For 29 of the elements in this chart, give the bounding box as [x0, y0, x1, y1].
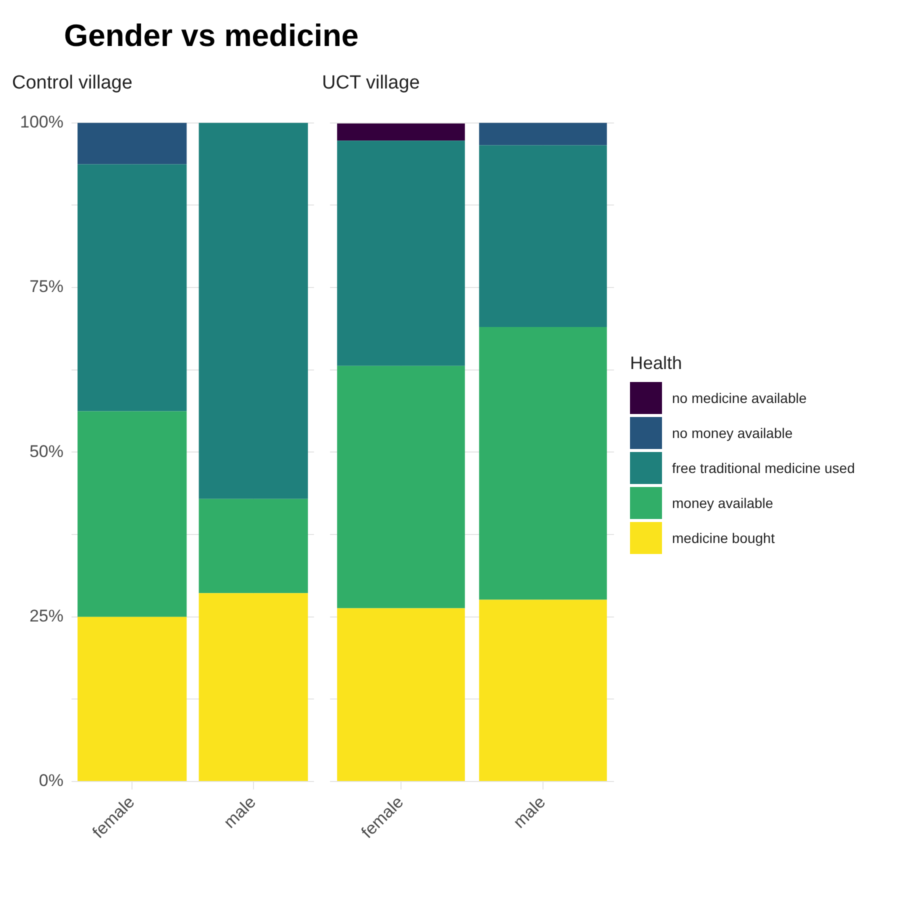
bar — [337, 123, 465, 141]
bar — [479, 122, 607, 146]
bar — [337, 608, 465, 781]
chart-title: Gender vs medicine — [63, 17, 360, 55]
bar — [479, 145, 607, 327]
bar — [198, 593, 308, 781]
legend-label: money available — [672, 495, 774, 511]
chart-subtitle: UCT village — [322, 72, 420, 94]
legend-label: no money available — [672, 425, 793, 441]
bar — [78, 122, 187, 164]
legend-title: Health — [630, 353, 684, 374]
y-tick-label: 0% — [38, 771, 64, 790]
y-tick-label: 100% — [20, 112, 64, 132]
bar — [337, 366, 465, 608]
y-tick-label: 75% — [29, 277, 64, 296]
legend-label: free traditional medicine used — [672, 460, 855, 476]
bar — [198, 498, 308, 594]
bar — [78, 164, 187, 412]
bar — [337, 140, 465, 366]
legend-label: no medicine available — [672, 390, 807, 406]
bar — [78, 616, 187, 781]
bar — [479, 600, 607, 781]
chart-subtitle: Control village — [12, 72, 132, 94]
legend-label: medicine bought — [672, 530, 775, 546]
bar — [479, 326, 607, 600]
bar — [198, 122, 308, 499]
bar — [78, 411, 187, 617]
y-tick-label: 25% — [29, 606, 64, 626]
y-tick-label: 50% — [29, 442, 64, 461]
